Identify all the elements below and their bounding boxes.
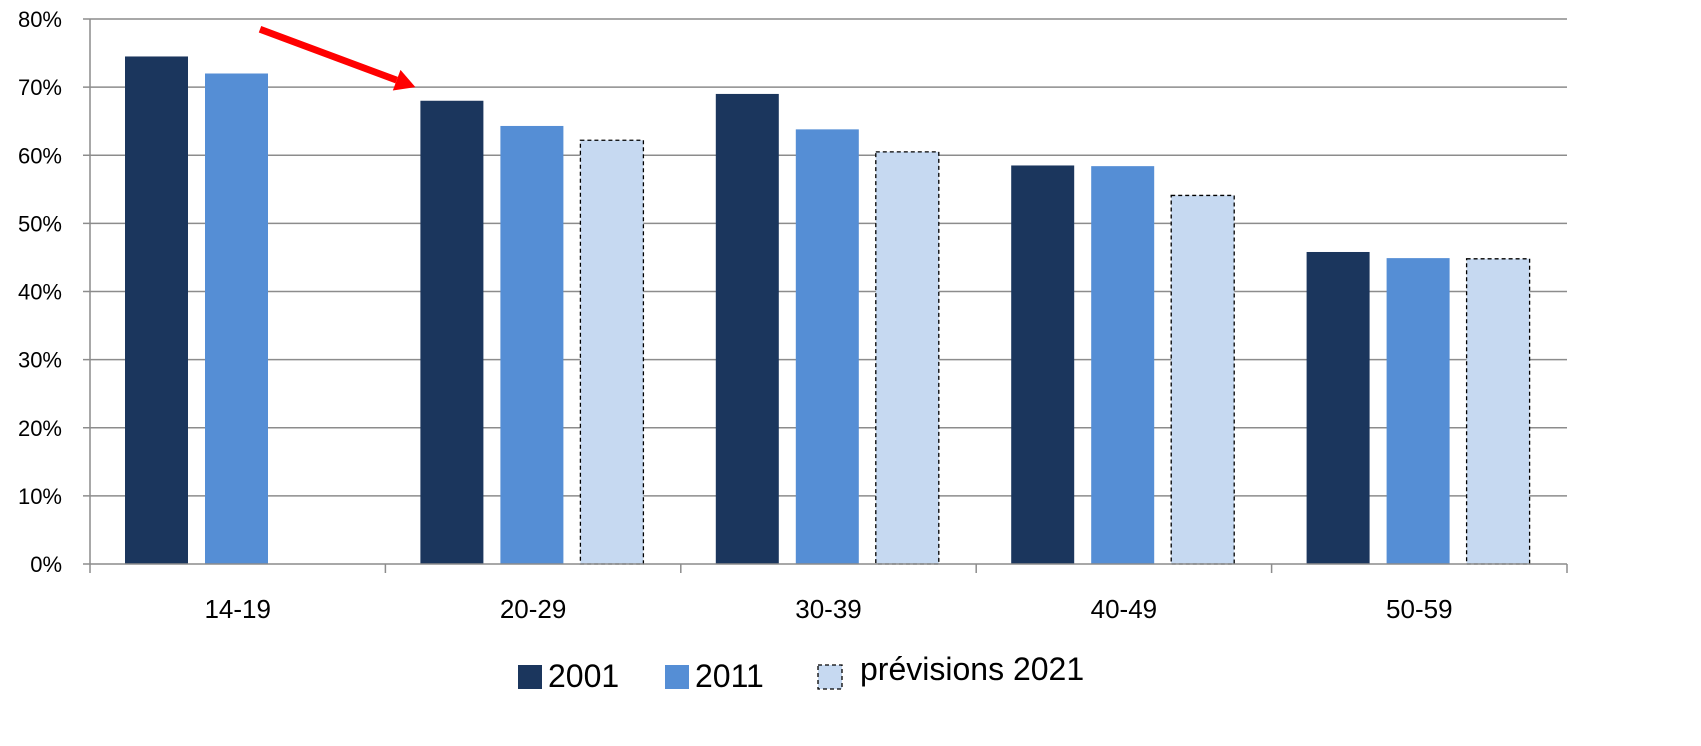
y-tick-label: 10%: [18, 484, 62, 509]
x-category-label: 40-49: [1091, 594, 1158, 624]
y-tick-label: 60%: [18, 143, 62, 168]
legend-label: 2001: [548, 658, 619, 694]
y-tick-label: 30%: [18, 348, 62, 373]
legend-swatch-2011: [665, 665, 689, 689]
bar-prévisions-2021-30-39: [875, 151, 940, 565]
legend-swatch-2001: [518, 665, 542, 689]
bar-2011-20-29: [500, 125, 564, 565]
bar-prévisions-2021-40-49: [1170, 194, 1235, 565]
y-tick-label: 0%: [30, 552, 62, 577]
arrow-shaft: [258, 25, 398, 84]
bar-2001-14-19: [125, 56, 188, 564]
bar-2001-40-49: [1011, 165, 1075, 564]
legend: 2001 2011 prévisions 2021: [518, 651, 1084, 694]
y-tick-label: 50%: [18, 211, 62, 236]
y-tick-label: 70%: [18, 75, 62, 100]
bar-2011-30-39: [795, 129, 859, 565]
legend-label: 2011: [695, 658, 764, 694]
bar-2001-20-29: [420, 100, 484, 564]
x-axis-category-labels: 14-19 20-29 30-39 40-49 50-59: [204, 594, 1452, 624]
arrow-head: [392, 69, 416, 91]
annotation-arrow: [258, 25, 416, 91]
legend-swatch-prévisions-2021: [817, 664, 843, 690]
bar-2011-40-49: [1091, 166, 1155, 564]
bar-2001-30-39: [715, 93, 779, 564]
y-tick-label: 40%: [18, 280, 62, 305]
x-axis: [89, 563, 1568, 573]
y-tick-label: 20%: [18, 416, 62, 441]
y-tick-label: 80%: [18, 7, 62, 32]
x-category-label: 14-19: [204, 594, 271, 624]
x-category-label: 50-59: [1386, 594, 1453, 624]
x-category-label: 30-39: [795, 594, 862, 624]
bar-2001-50-59: [1306, 251, 1370, 565]
bars: [125, 56, 1531, 565]
x-category-label: 20-29: [500, 594, 567, 624]
bar-2011-14-19: [205, 73, 268, 564]
legend-label: prévisions 2021: [860, 651, 1084, 687]
bar-prévisions-2021-50-59: [1465, 258, 1531, 565]
bar-prévisions-2021-20-29: [579, 139, 645, 565]
y-axis-tick-labels: 0% 10% 20% 30% 40% 50% 60% 70% 80%: [18, 7, 62, 577]
bar-2011-50-59: [1386, 258, 1450, 564]
